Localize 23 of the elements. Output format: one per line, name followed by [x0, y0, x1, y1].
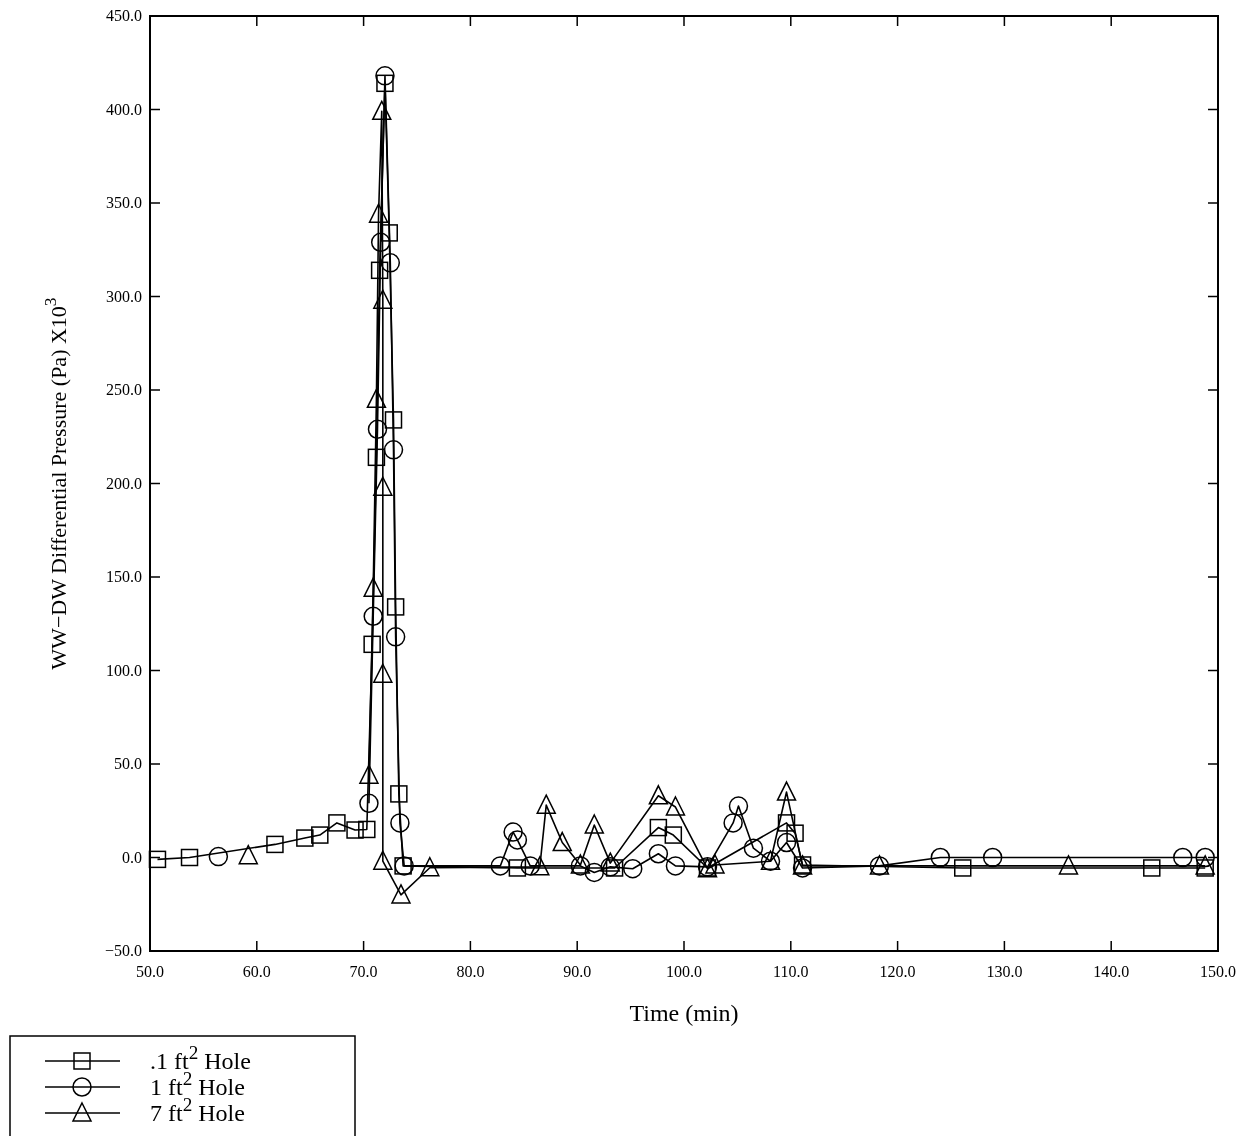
x-tick-label: 150.0: [1200, 963, 1236, 980]
x-tick-label: 90.0: [563, 963, 592, 980]
y-tick-label: 400.0: [106, 100, 142, 118]
x-tick-label: 100.0: [666, 963, 702, 980]
x-tick-label: 130.0: [986, 963, 1023, 980]
y-tick-label: 250.0: [106, 381, 142, 398]
y-tick-label: 50.0: [114, 755, 142, 772]
x-tick-label: 110.0: [773, 963, 809, 980]
x-tick-label: 120.0: [879, 963, 916, 980]
y-tick-label: 450.0: [106, 7, 142, 24]
y-tick-label: −50.0: [104, 942, 142, 959]
x-tick-label: 50.0: [136, 963, 164, 980]
x-tick-label: 80.0: [456, 963, 485, 980]
x-tick-label: 140.0: [1093, 963, 1130, 980]
x-axis-title: Time (min): [629, 1000, 739, 1026]
y-tick-label: 350.0: [106, 194, 142, 211]
y-tick-label: 200.0: [106, 474, 142, 492]
y-tick-label: 100.0: [106, 661, 142, 679]
y-tick-label: 150.0: [106, 568, 142, 585]
x-tick-label: 70.0: [349, 963, 378, 980]
y-tick-label: 0.0: [122, 848, 142, 866]
x-tick-label: 60.0: [242, 963, 271, 980]
y-tick-label: 300.0: [106, 287, 142, 305]
